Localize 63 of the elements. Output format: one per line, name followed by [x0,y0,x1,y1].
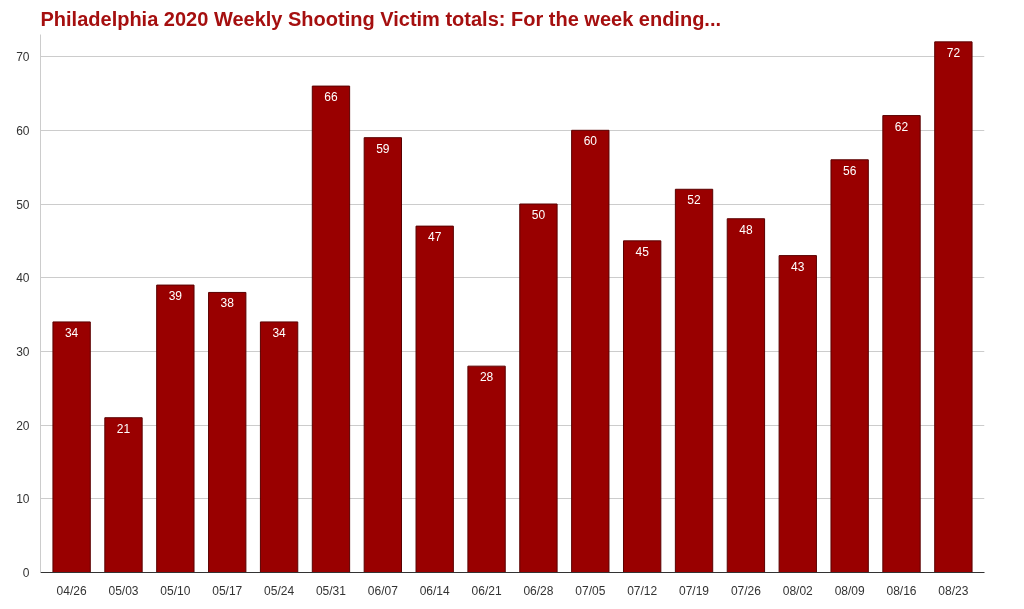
bar [52,321,91,573]
bar [571,129,610,573]
x-tick-label: 05/17 [212,583,243,598]
x-tick-label: 05/10 [160,583,191,598]
data-label: 52 [687,193,702,208]
y-tick-label: 0 [22,566,30,580]
bar [830,159,869,573]
chart-title: Philadelphia 2020 Weekly Shooting Victim totals: For the week ending... [40,7,722,30]
x-tick-label: 05/31 [315,583,347,598]
bar [104,417,143,573]
y-tick-label: 40 [16,271,30,286]
x-tick-label: 06/28 [523,583,554,598]
data-label: 66 [324,90,338,105]
data-label: 59 [376,141,390,156]
bar [674,188,714,573]
bar [363,137,402,573]
bar [311,85,351,573]
y-tick-label: 30 [16,344,30,359]
data-label: 39 [168,289,183,304]
x-tick-label: 06/14 [419,583,451,598]
y-tick-label: 20 [16,418,30,433]
bar [467,365,506,573]
bar [208,291,247,573]
x-tick-label: 08/16 [886,583,917,598]
x-tick-label: 05/24 [264,583,295,598]
bar [726,218,766,573]
data-label: 28 [479,370,494,385]
bar [623,240,662,573]
data-label: 38 [220,296,235,311]
data-label: 43 [791,259,805,274]
data-label: 48 [739,222,753,237]
y-tick-label: 10 [16,492,30,507]
y-tick-label: 60 [16,123,30,138]
data-label: 56 [842,163,857,178]
bar [778,255,817,573]
data-label: 34 [64,325,79,340]
data-label: 62 [894,119,909,134]
x-tick-label: 07/12 [627,583,658,598]
bar [934,41,973,573]
y-tick-label: 70 [16,50,30,65]
x-tick-label: 08/02 [782,583,814,598]
bar [415,225,454,573]
x-tick-label: 04/26 [56,583,87,598]
x-tick-label: 07/05 [575,583,606,598]
bar [519,203,558,573]
x-tick-label: 07/19 [679,583,710,598]
data-label: 34 [272,325,287,340]
x-tick-label: 08/09 [834,583,865,598]
x-tick-label: 08/23 [938,583,969,598]
y-tick-label: 50 [16,197,30,212]
data-label: 21 [116,421,131,436]
bar [882,115,921,573]
x-tick-label: 06/07 [367,583,399,598]
data-label: 47 [428,230,442,245]
bar [259,321,299,573]
x-tick-label: 07/26 [730,583,762,598]
data-label: 50 [531,208,546,223]
data-label: 60 [583,134,598,149]
data-label: 45 [635,244,650,259]
bar [156,284,195,573]
x-tick-label: 06/21 [471,583,502,598]
x-tick-label: 05/03 [108,583,139,598]
data-label: 72 [946,45,961,60]
